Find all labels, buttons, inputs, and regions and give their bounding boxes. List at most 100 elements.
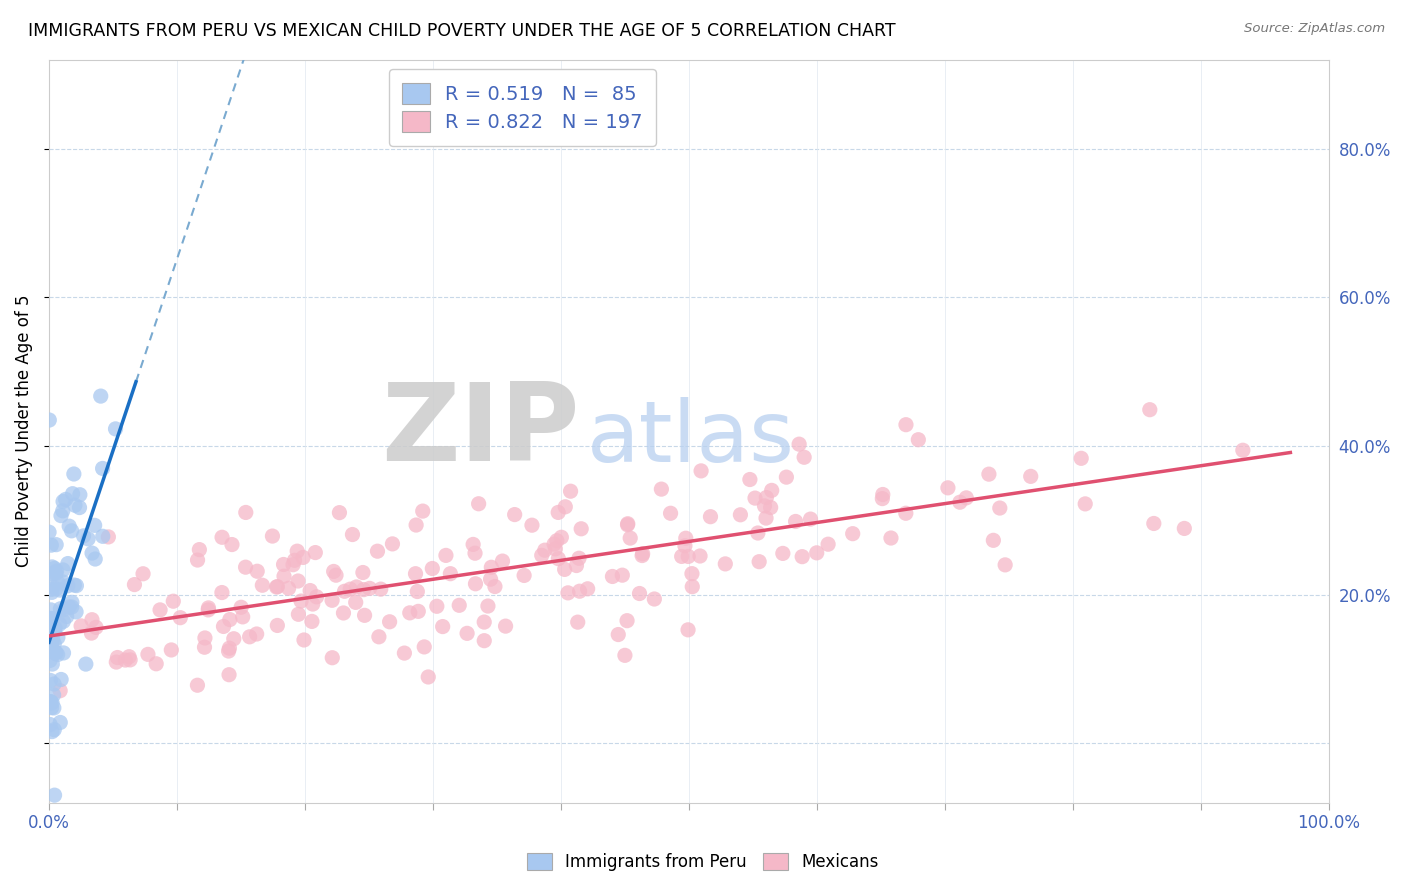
Point — [533, 543, 555, 558]
Point — [456, 626, 478, 640]
Point — [266, 580, 288, 594]
Point — [495, 619, 517, 633]
Point — [104, 422, 127, 436]
Point — [91, 529, 114, 543]
Point — [38, 625, 60, 640]
Point — [378, 615, 401, 629]
Legend: R = 0.519   N =  85, R = 0.822   N = 197: R = 0.519 N = 85, R = 0.822 N = 197 — [388, 70, 657, 145]
Point — [62, 486, 84, 500]
Point — [643, 592, 665, 607]
Point — [370, 582, 392, 596]
Point — [983, 533, 1005, 548]
Point — [273, 569, 295, 583]
Point — [70, 619, 93, 633]
Point — [479, 572, 502, 586]
Point — [464, 546, 486, 560]
Point — [63, 467, 86, 481]
Point — [75, 657, 97, 671]
Point — [65, 605, 87, 619]
Point — [513, 568, 536, 582]
Point — [394, 646, 416, 660]
Point — [52, 563, 75, 577]
Point — [44, 621, 66, 635]
Point — [432, 619, 454, 633]
Point — [39, 611, 62, 625]
Point — [817, 537, 839, 551]
Point — [381, 537, 404, 551]
Point — [193, 640, 215, 655]
Point — [872, 487, 894, 501]
Point — [738, 473, 761, 487]
Point — [936, 481, 959, 495]
Point — [1019, 469, 1042, 483]
Point — [406, 604, 429, 618]
Point — [49, 683, 72, 698]
Point — [41, 560, 63, 574]
Point — [39, 603, 62, 617]
Point — [359, 582, 381, 596]
Point — [569, 522, 592, 536]
Point — [472, 633, 495, 648]
Point — [675, 531, 697, 545]
Point — [149, 603, 172, 617]
Point — [39, 673, 62, 688]
Point — [246, 627, 269, 641]
Point — [841, 526, 863, 541]
Point — [49, 508, 72, 523]
Point — [322, 565, 344, 579]
Point — [342, 527, 364, 541]
Point — [107, 650, 129, 665]
Point — [568, 551, 591, 566]
Point — [38, 413, 60, 427]
Point — [145, 657, 167, 671]
Point — [39, 695, 62, 709]
Point — [785, 515, 807, 529]
Point — [439, 566, 461, 581]
Point — [49, 673, 72, 687]
Point — [48, 617, 70, 632]
Point — [449, 599, 471, 613]
Point — [567, 615, 589, 629]
Point — [80, 546, 103, 560]
Point — [880, 531, 903, 545]
Point — [628, 586, 651, 600]
Point — [194, 631, 217, 645]
Point — [304, 545, 326, 559]
Point — [39, 582, 62, 597]
Point — [41, 611, 63, 625]
Point — [434, 549, 457, 563]
Point — [58, 519, 80, 533]
Point — [262, 529, 284, 543]
Point — [333, 584, 356, 599]
Point — [45, 646, 67, 660]
Point — [60, 595, 83, 609]
Point — [619, 531, 641, 545]
Point — [211, 585, 233, 599]
Point — [188, 542, 211, 557]
Point — [41, 700, 63, 714]
Point — [55, 609, 77, 624]
Point — [44, 723, 66, 737]
Point — [398, 606, 420, 620]
Point — [955, 491, 977, 505]
Point — [235, 560, 257, 574]
Point — [344, 595, 367, 609]
Point — [292, 550, 315, 565]
Point — [479, 560, 502, 574]
Point — [793, 450, 815, 465]
Point — [681, 580, 703, 594]
Point — [136, 648, 159, 662]
Point — [613, 648, 636, 663]
Point — [218, 644, 240, 658]
Point — [755, 491, 778, 505]
Point — [38, 615, 60, 629]
Point — [699, 509, 721, 524]
Point — [281, 558, 304, 572]
Point — [218, 667, 240, 681]
Point — [426, 599, 449, 614]
Point — [160, 643, 183, 657]
Point — [80, 626, 103, 640]
Point — [787, 437, 810, 451]
Text: IMMIGRANTS FROM PERU VS MEXICAN CHILD POVERTY UNDER THE AGE OF 5 CORRELATION CHA: IMMIGRANTS FROM PERU VS MEXICAN CHILD PO… — [28, 22, 896, 40]
Point — [46, 576, 69, 591]
